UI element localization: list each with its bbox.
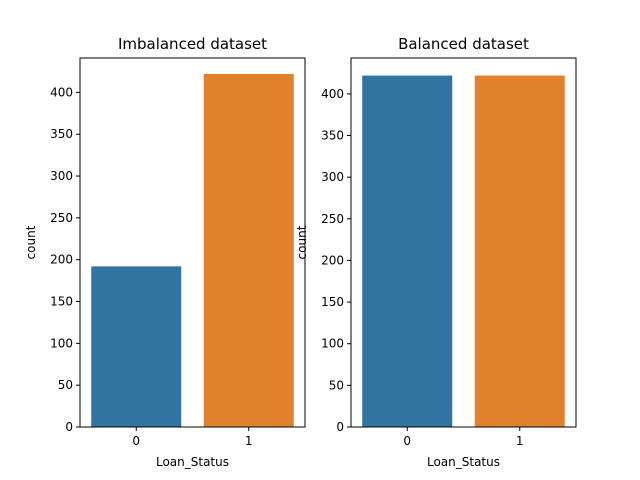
bar-1 [203, 73, 294, 427]
chart-title: Imbalanced dataset [118, 35, 267, 53]
y-tick-label: 400 [321, 87, 344, 101]
x-tick-label: 1 [245, 434, 253, 448]
chart-title: Balanced dataset [398, 35, 529, 53]
x-axis-label: Loan_Status [427, 455, 500, 469]
y-tick-label: 50 [58, 378, 73, 392]
y-tick-label: 100 [321, 337, 344, 351]
x-axis-label: Loan_Status [156, 455, 229, 469]
x-tick-label: 0 [132, 434, 140, 448]
bar-0 [91, 266, 182, 427]
y-axis-label: count [24, 225, 38, 259]
y-tick-label: 150 [50, 295, 73, 309]
x-tick-label: 0 [403, 434, 411, 448]
plot-frame [79, 57, 306, 428]
y-tick-label: 250 [321, 212, 344, 226]
y-tick-label: 200 [50, 253, 73, 267]
y-tick-label: 350 [321, 129, 344, 143]
bar-0 [362, 75, 453, 428]
plot-frame [350, 57, 577, 428]
y-axis-label: count [295, 225, 309, 259]
bar-group [91, 73, 294, 427]
bar-1 [474, 75, 565, 428]
y-tick-label: 300 [321, 170, 344, 184]
y-tick-label: 300 [50, 169, 73, 183]
y-tick-label: 0 [336, 420, 344, 434]
y-tick-label: 400 [50, 85, 73, 99]
y-tick-label: 150 [321, 295, 344, 309]
x-tick-label: 1 [516, 434, 524, 448]
y-tick-label: 250 [50, 211, 73, 225]
y-tick-label: 0 [65, 420, 73, 434]
y-tick-label: 100 [50, 336, 73, 350]
y-tick-label: 350 [50, 127, 73, 141]
y-tick-label: 200 [321, 253, 344, 267]
y-ticks: 0 50 100 150 200 250 300 350 400 [50, 85, 80, 434]
y-tick-label: 50 [329, 378, 344, 392]
y-ticks: 0 50 100 150 200 250 300 350 400 [321, 87, 351, 434]
bar-group [362, 75, 565, 428]
